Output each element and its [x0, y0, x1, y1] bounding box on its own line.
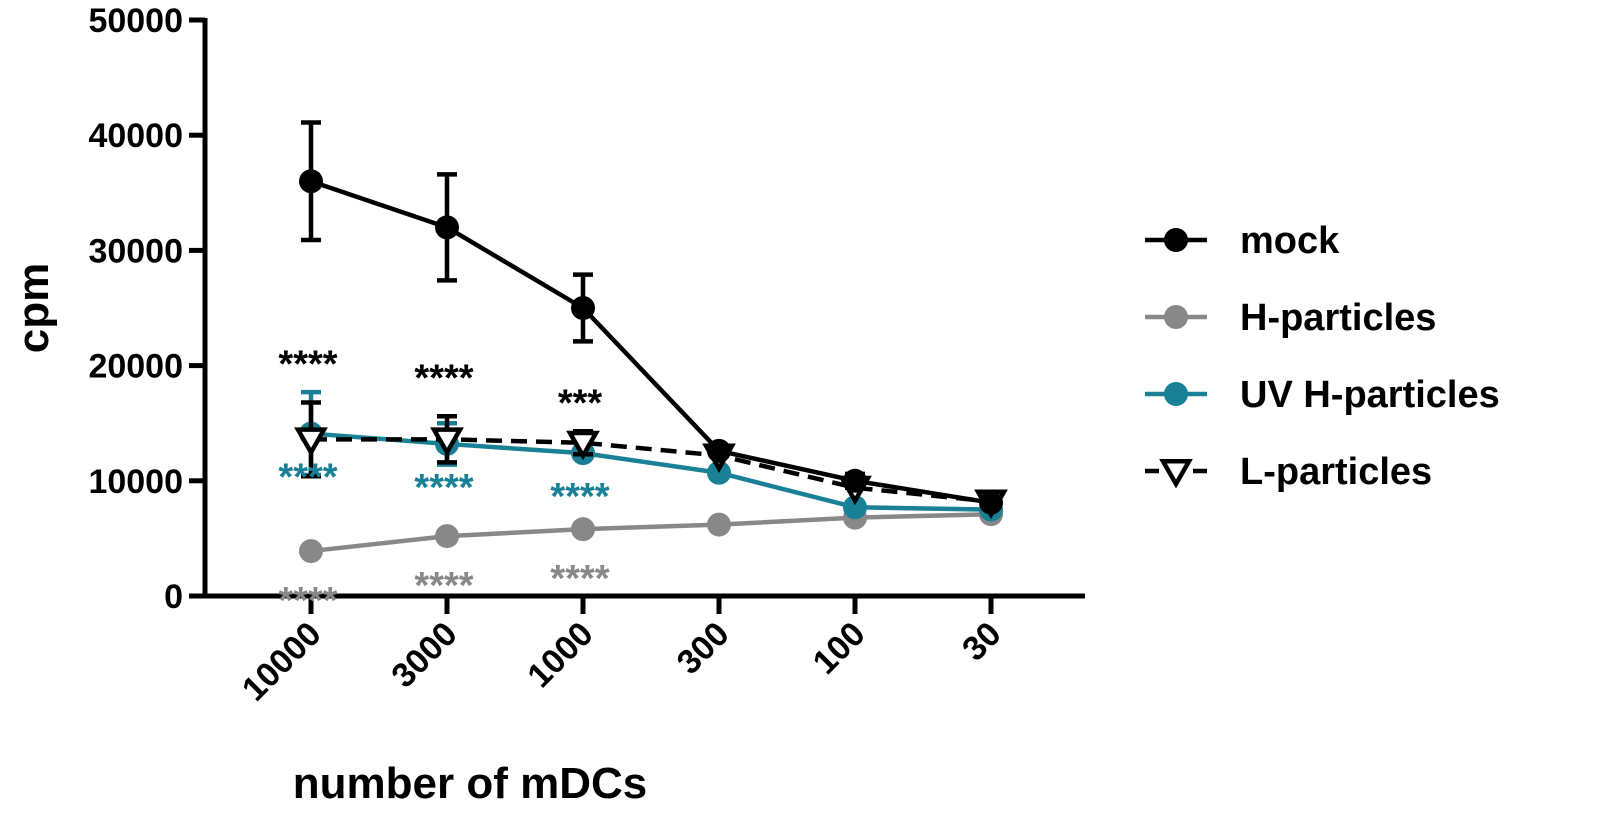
series-line-l-particles	[311, 437, 992, 504]
series-line-h-particles	[310, 511, 992, 554]
data-point-h-particles	[571, 517, 595, 542]
y-tick-label: 40000	[88, 117, 183, 155]
legend-marker	[1159, 459, 1193, 489]
series-mock	[299, 120, 1003, 515]
legend-item-mock: mock	[1145, 220, 1340, 262]
legend-item-h-particles: H-particles	[1145, 297, 1436, 339]
significance-marker: ****	[414, 565, 473, 607]
data-point-l-particles	[294, 427, 328, 457]
significance-marker: ****	[278, 580, 337, 622]
x-tick-label: 30	[955, 615, 1009, 669]
legend-label: mock	[1240, 220, 1340, 262]
x-tick-label: 1000	[520, 615, 600, 695]
x-tick-label: 100	[806, 615, 873, 682]
significance-marker: ****	[414, 357, 473, 399]
y-tick-label: 10000	[88, 463, 183, 501]
y-tick-label: 0	[164, 578, 183, 616]
significance-marker: ****	[550, 558, 609, 600]
data-point-h-particles	[435, 524, 459, 549]
y-tick-label: 20000	[88, 348, 183, 386]
x-tick-label: 10000	[235, 615, 329, 709]
data-point-l-particles	[566, 430, 600, 461]
significance-marker: ****	[550, 476, 609, 518]
data-point-l-particles	[430, 427, 464, 457]
series-line-uv-h-particles	[310, 431, 992, 512]
significance-marker: ****	[278, 343, 337, 385]
legend-label: L-particles	[1240, 451, 1432, 493]
data-point-h-particles	[707, 512, 731, 537]
x-tick-label: 3000	[384, 615, 464, 695]
data-point-mock	[571, 296, 595, 320]
legend-label: UV H-particles	[1240, 374, 1500, 416]
x-axis-title: number of mDCs	[293, 759, 647, 808]
legend-label: H-particles	[1240, 297, 1436, 339]
data-point-uv-h-particles	[843, 495, 867, 520]
series-uv-h-particles	[299, 389, 1003, 522]
y-tick-label: 30000	[88, 232, 183, 270]
y-tick-label: 50000	[88, 2, 183, 40]
legend-item-uv-h-particles: UV H-particles	[1145, 374, 1500, 416]
legend-marker	[1164, 382, 1188, 406]
significance-marker: ****	[414, 467, 473, 509]
data-point-h-particles	[299, 539, 323, 564]
series-h-particles	[299, 502, 1003, 564]
data-point-mock	[435, 215, 459, 240]
data-point-mock	[299, 169, 323, 194]
data-point-mock	[843, 468, 867, 493]
significance-marker: ***	[558, 382, 603, 424]
legend-item-l-particles: L-particles	[1145, 451, 1432, 493]
data-point-mock	[979, 490, 1003, 515]
series-line-mock	[310, 179, 992, 505]
significance-marker: ****	[278, 457, 337, 499]
series-l-particles	[294, 400, 1008, 520]
y-axis-title: cpm	[9, 263, 58, 353]
legend-marker	[1164, 305, 1188, 329]
data-point-mock	[707, 438, 731, 463]
x-tick-label: 300	[670, 615, 737, 682]
legend-marker	[1164, 228, 1188, 252]
